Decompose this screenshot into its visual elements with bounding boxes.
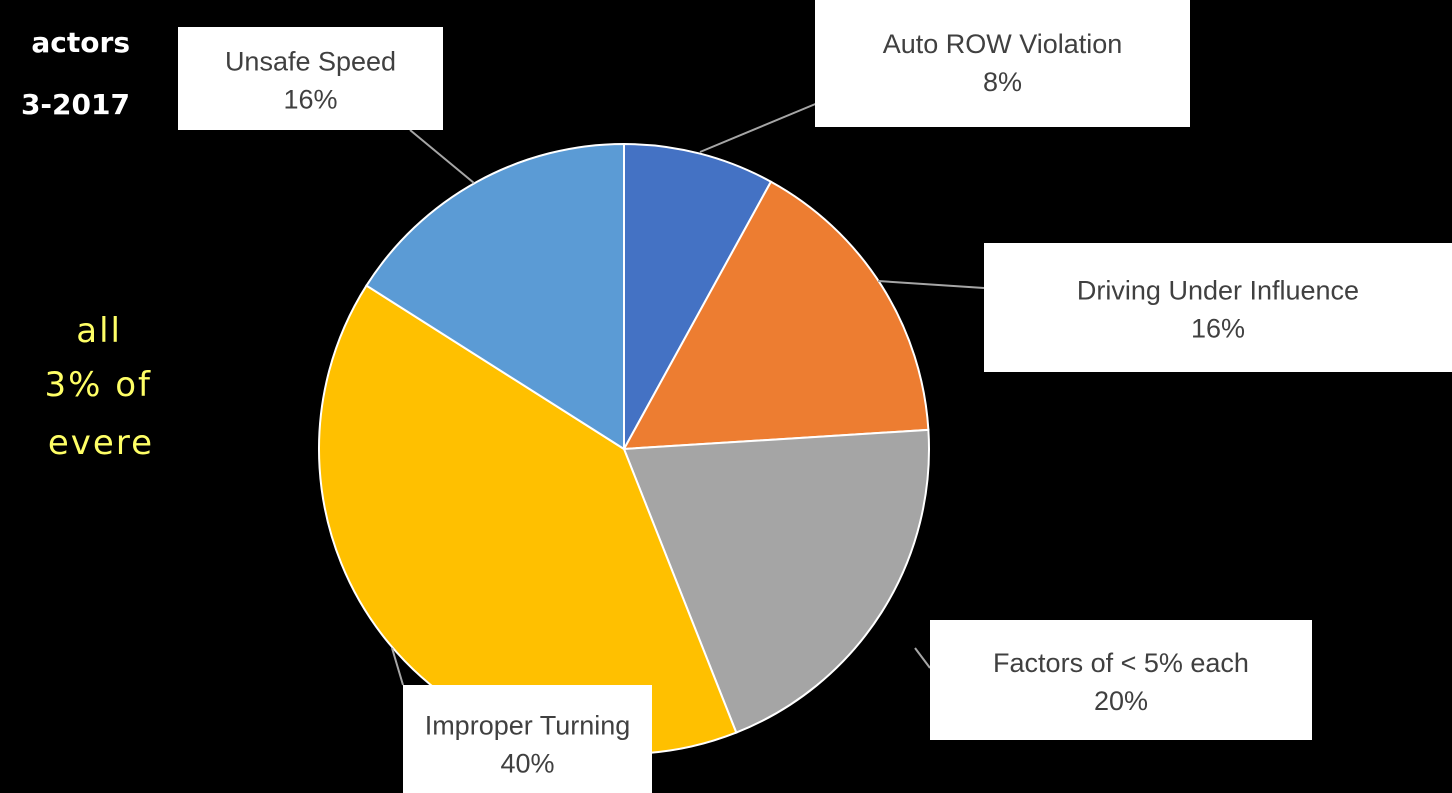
pie-slice (623, 142, 773, 450)
body-line: 3% of (44, 365, 152, 405)
data-label-value: 16% (283, 85, 337, 115)
data-label-value: 20% (1094, 686, 1148, 716)
title-line: 3-2017 (21, 88, 130, 121)
body-line: evere (48, 423, 154, 463)
leader-line (699, 99, 826, 153)
pie-slice (622, 180, 930, 451)
title-line: actors (31, 26, 130, 59)
label-box (815, 0, 1190, 127)
data-label-name: Factors of < 5% each (993, 648, 1249, 678)
label-box (178, 27, 443, 130)
pie-slice (365, 142, 625, 451)
leader-line (391, 647, 404, 686)
data-label-name: Auto ROW Violation (883, 29, 1123, 59)
data-label-value: 40% (500, 749, 554, 779)
pie-slice (622, 428, 930, 734)
data-label-value: 16% (1191, 314, 1245, 344)
data-label-name: Driving Under Influence (1077, 276, 1359, 306)
data-label-name: Unsafe Speed (225, 47, 396, 77)
leader-line (914, 647, 931, 669)
label-box (403, 685, 652, 793)
leader-line (877, 280, 985, 289)
leader-line (409, 129, 475, 184)
body-line: all (76, 311, 122, 351)
label-box (984, 243, 1452, 372)
data-label-name: Improper Turning (425, 711, 631, 741)
label-box (930, 620, 1312, 740)
data-label-value: 8% (983, 67, 1022, 97)
